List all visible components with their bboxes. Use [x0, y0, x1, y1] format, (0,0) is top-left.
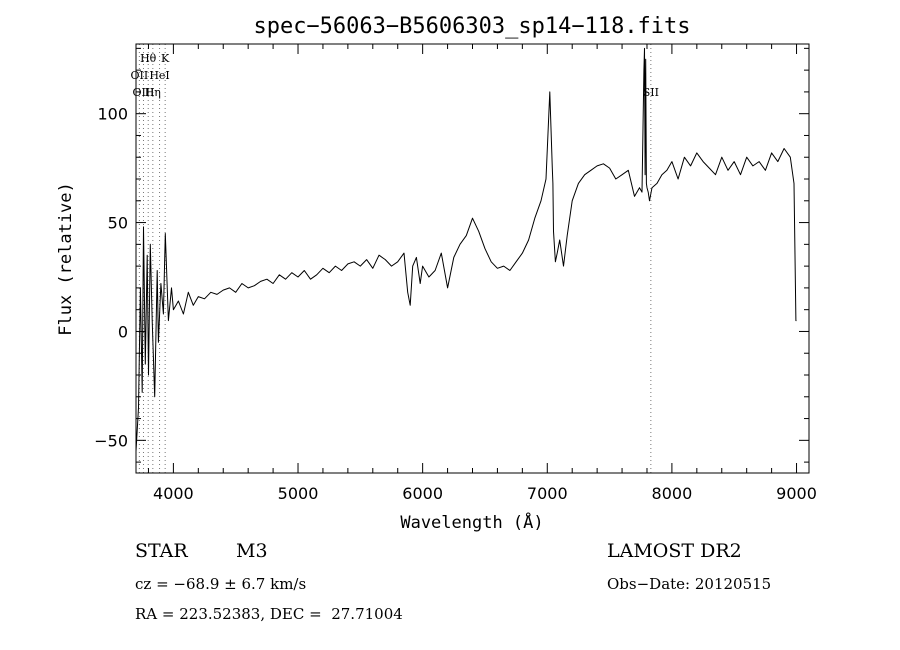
x-tick-label: 6000 [402, 484, 443, 503]
line-marker-label: OIII [132, 86, 154, 99]
x-axis: 4000 5000 6000 7000 8000 9000 [147, 44, 817, 503]
redshift-velocity: cz = −68.9 ± 6.7 km/s [135, 575, 307, 593]
observation-date: Obs−Date: 20120515 [607, 575, 772, 593]
object-subclass: M3 [236, 540, 268, 562]
plot-area [135, 47, 797, 452]
x-tick-label: 7000 [527, 484, 568, 503]
y-tick-label: −50 [94, 431, 128, 450]
line-marker-label: K [161, 52, 170, 65]
y-axis: −50 0 50 100 [94, 47, 809, 463]
coordinates: RA = 223.52383, DEC = 27.71004 [135, 605, 403, 623]
line-marker-label: HeI [149, 69, 169, 82]
chart-title: spec−56063−B5606303_sp14−118.fits [253, 14, 690, 39]
y-axis-label: Flux (relative) [56, 182, 76, 336]
x-axis-label: Wavelength (Å) [400, 511, 543, 533]
x-tick-label: 9000 [776, 484, 817, 503]
x-tick-label: 5000 [278, 484, 319, 503]
line-marker-label: Hη [145, 86, 161, 99]
spectrum-line-0 [135, 47, 797, 452]
plot-frame [135, 43, 810, 474]
x-tick-label: 8000 [652, 484, 693, 503]
line-marker-label: SII [643, 86, 659, 99]
line-marker-label: Hθ [140, 52, 157, 65]
survey-name: LAMOST DR2 [607, 540, 742, 562]
x-tick-label: 4000 [153, 484, 194, 503]
y-tick-label: 50 [108, 214, 128, 233]
y-tick-label: 100 [97, 105, 128, 124]
object-class: STAR [135, 540, 188, 562]
line-marker-label: OII [131, 69, 149, 82]
y-tick-label: 0 [118, 322, 128, 341]
